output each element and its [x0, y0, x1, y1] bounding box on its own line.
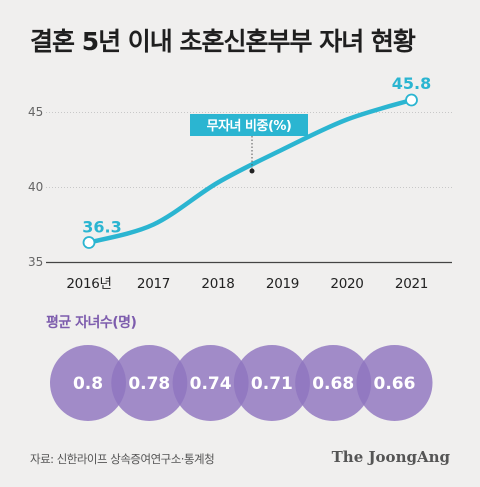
data-label-first: 36.3 [82, 218, 121, 237]
y-tick-label: 40 [28, 180, 43, 194]
avg-children-value: 0.8 [73, 374, 103, 394]
x-tick-label: 2020 [330, 276, 363, 292]
x-tick-label: 2017 [137, 276, 170, 292]
chart-title: 결혼 5년 이내 초혼신혼부부 자녀 현황 [30, 27, 416, 56]
series-line [86, 97, 414, 245]
avg-children-value: 0.68 [312, 374, 354, 394]
legend-leader-dot [249, 168, 255, 174]
data-point [405, 93, 418, 107]
avg-children-bubble [356, 345, 433, 421]
avg-children-value: 0.74 [190, 374, 232, 394]
y-tick-label: 35 [28, 255, 43, 269]
data-point [82, 236, 96, 249]
avg-children-bubble [50, 345, 126, 421]
x-tick-label: 2016년 [66, 276, 111, 292]
legend-badge [190, 114, 308, 136]
avg-children-bubble [233, 345, 310, 421]
avg-children-title: 평균 자녀수(명) [46, 315, 137, 331]
legend-label: 무자녀 비중(%) [207, 118, 292, 134]
avg-children-bubble [295, 345, 372, 421]
x-tick-label: 2019 [266, 276, 299, 292]
line-chart: 35 40 45 2016년 2017 2018 2019 2020 2021 36.3 45.8 무… [28, 74, 452, 292]
source-note: 자료: 신한라이프 상속증여연구소·통계청 [30, 452, 215, 466]
data-label-last: 45.8 [392, 74, 431, 93]
avg-children-value: 0.71 [251, 374, 293, 394]
avg-children-value: 0.66 [374, 374, 416, 394]
x-tick-label: 2018 [201, 276, 234, 292]
brand-logo: The JoongAng [331, 448, 450, 466]
avg-children-value: 0.78 [128, 374, 170, 394]
x-tick-label: 2021 [395, 276, 428, 292]
avg-children-bubble [172, 345, 249, 421]
y-tick-label: 45 [28, 105, 43, 119]
avg-children-bubble [111, 345, 188, 421]
